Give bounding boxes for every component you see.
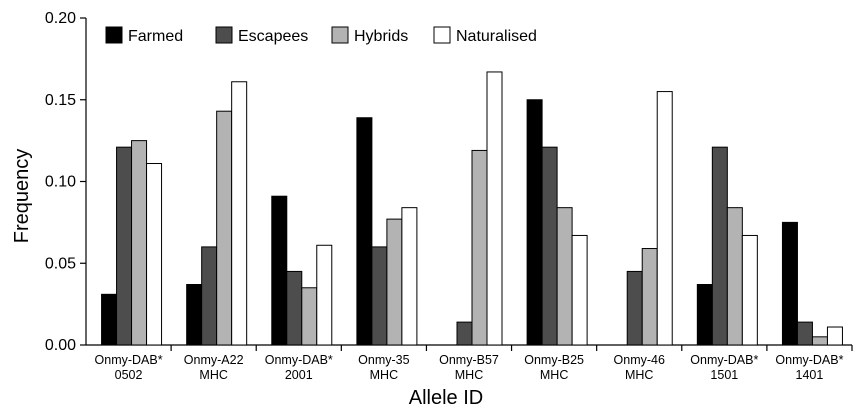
bar-naturalised: [146, 163, 163, 346]
bar-hybrids: [131, 140, 148, 346]
bar-escapees: [711, 146, 728, 346]
x-tick-label: 1401: [796, 368, 824, 382]
bar-hybrids: [216, 110, 233, 346]
x-tick-label: Onmy-A22: [184, 353, 244, 367]
bar-farmed: [781, 221, 798, 346]
bar-hybrids: [641, 248, 658, 346]
legend-label: Hybrids: [354, 28, 408, 45]
legend: Farmed Escapees Hybrids Naturalised: [105, 26, 537, 45]
bar-naturalised: [401, 207, 418, 346]
bar-farmed: [526, 99, 543, 346]
x-tick-label: 1501: [710, 368, 738, 382]
y-tick-label: 0.00: [45, 337, 76, 354]
x-tick-label: 2001: [285, 368, 313, 382]
x-tick-label: Onmy-DAB*: [95, 353, 163, 367]
x-tick-label: MHC: [455, 368, 483, 382]
legend-swatch: [105, 26, 123, 44]
legend-swatch: [331, 26, 349, 44]
legend-label: Naturalised: [456, 28, 537, 45]
x-tick-label: Onmy-35: [358, 353, 409, 367]
x-tick-label: MHC: [370, 368, 398, 382]
x-tick-label: Onmy-46: [614, 353, 665, 367]
bar-farmed: [271, 195, 288, 346]
y-tick-label: 0.05: [45, 255, 76, 272]
tick-labels: 0.000.050.100.150.20Onmy-DAB*0502Onmy-A2…: [45, 10, 844, 382]
legend-swatch: [433, 26, 451, 44]
bar-escapees: [626, 270, 643, 346]
y-axis-title: Frequency: [11, 149, 33, 244]
x-tick-label: MHC: [625, 368, 653, 382]
bar-hybrids: [726, 207, 743, 346]
bar-naturalised: [316, 244, 333, 346]
bar-hybrids: [301, 287, 318, 346]
bar-escapees: [371, 246, 388, 346]
bar-farmed: [186, 284, 203, 346]
x-tick-label: MHC: [199, 368, 227, 382]
x-tick-label: Onmy-DAB*: [775, 353, 843, 367]
x-tick-label: Onmy-DAB*: [265, 353, 333, 367]
y-tick-label: 0.20: [45, 10, 76, 27]
y-tick-label: 0.10: [45, 174, 76, 191]
bar-naturalised: [231, 81, 248, 346]
bar-naturalised: [826, 326, 843, 346]
bar-naturalised: [571, 234, 588, 346]
bar-escapees: [201, 246, 218, 346]
y-tick-label: 0.15: [45, 92, 76, 109]
bar-hybrids: [556, 207, 573, 346]
x-axis-title: Allele ID: [409, 387, 483, 409]
x-tick-label: MHC: [540, 368, 568, 382]
bar-escapees: [541, 146, 558, 346]
x-tick-label: Onmy-DAB*: [690, 353, 758, 367]
bar-farmed: [356, 117, 373, 346]
x-tick-label: 0502: [115, 368, 143, 382]
legend-label: Farmed: [128, 28, 183, 45]
bar-naturalised: [486, 71, 503, 346]
legend-swatch: [215, 26, 233, 44]
bar-escapees: [116, 146, 133, 346]
bar-farmed: [101, 293, 118, 346]
x-tick-label: Onmy-B25: [524, 353, 584, 367]
bar-hybrids: [386, 218, 403, 346]
bars: [101, 71, 843, 346]
x-tick-label: Onmy-B57: [439, 353, 499, 367]
bar-naturalised: [741, 234, 758, 346]
bar-hybrids: [811, 336, 828, 346]
bar-farmed: [696, 284, 713, 346]
legend-label: Escapees: [238, 28, 308, 45]
bar-naturalised: [656, 91, 673, 346]
bar-escapees: [286, 270, 303, 346]
bar-escapees: [796, 321, 813, 346]
bar-escapees: [456, 321, 473, 346]
bar-hybrids: [471, 149, 488, 346]
